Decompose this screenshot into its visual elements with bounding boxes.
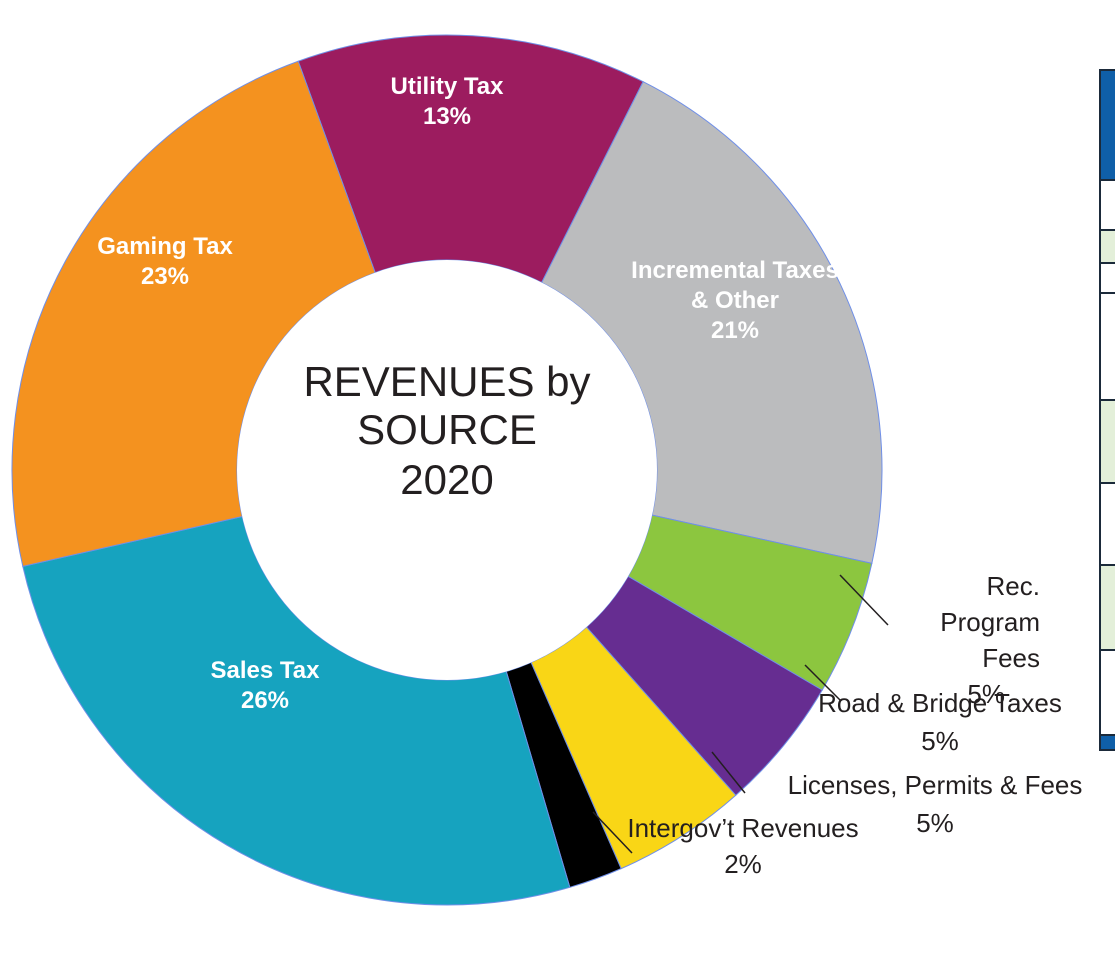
value-label: 13% bbox=[422, 103, 472, 130]
value-label: 21% bbox=[710, 317, 760, 344]
category-label: Utility Tax bbox=[390, 73, 504, 100]
value-label: 26% bbox=[240, 687, 290, 714]
table-fragment bbox=[1099, 69, 1115, 751]
segment-label: Licenses, Permits & Fees 5% bbox=[745, 766, 1115, 842]
segment-label: Incremental Taxes & Other 21% bbox=[620, 256, 850, 346]
segment-label: Intergov’t Revenues 2% bbox=[563, 810, 923, 882]
category-label: Intergov’t Revenues bbox=[627, 813, 859, 843]
leader-line bbox=[839, 574, 889, 626]
leader-line bbox=[592, 811, 633, 854]
segment-label: Sales Tax 26% bbox=[115, 656, 415, 716]
value-label: 5% bbox=[916, 808, 954, 838]
leader-line bbox=[804, 664, 841, 701]
category-label: Licenses, Permits & Fees bbox=[787, 770, 1083, 800]
category-label: Rec. Program Fees bbox=[940, 571, 1040, 673]
category-label: Gaming Tax bbox=[97, 233, 233, 260]
category-label: Sales Tax bbox=[210, 657, 320, 684]
segment-label: Rec. Program Fees 5% bbox=[880, 568, 1040, 712]
value-label: 2% bbox=[724, 849, 762, 879]
segment-label: Road & Bridge Taxes 5% bbox=[780, 684, 1100, 760]
donut-hole bbox=[237, 260, 657, 680]
chart-subtitle: 2020 bbox=[400, 456, 494, 503]
value-label: 5% bbox=[921, 726, 959, 756]
segment-label: Gaming Tax 23% bbox=[15, 232, 315, 292]
value-label: 5% bbox=[967, 679, 1005, 709]
chart-title: REVENUES by SOURCE bbox=[303, 358, 591, 453]
segment-label: Utility Tax 13% bbox=[297, 72, 597, 132]
category-label: Incremental Taxes & Other bbox=[631, 257, 839, 314]
category-label: Road & Bridge Taxes bbox=[818, 688, 1062, 718]
value-label: 23% bbox=[140, 263, 190, 290]
leader-line bbox=[711, 751, 746, 794]
leader-lines bbox=[592, 574, 889, 854]
